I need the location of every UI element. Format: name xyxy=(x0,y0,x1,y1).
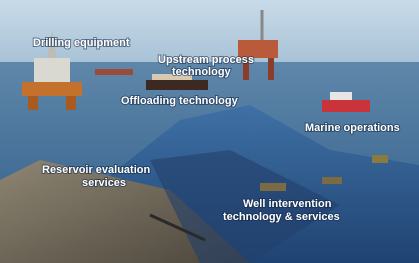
tanker xyxy=(95,69,133,75)
subsea-module xyxy=(372,155,388,163)
label: technology xyxy=(172,66,232,78)
subsea-template xyxy=(322,177,342,184)
subsea-template xyxy=(260,183,286,191)
label: Upstream process xyxy=(158,54,254,66)
label: services xyxy=(82,177,126,189)
label: Drilling equipment xyxy=(33,37,130,49)
label: Well intervention xyxy=(243,198,332,210)
label: Offloading technology xyxy=(121,95,239,107)
label: technology & services xyxy=(223,211,340,223)
label: Reservoir evaluation xyxy=(42,164,150,176)
scene: Drilling equipment Upstream process tech… xyxy=(0,0,419,263)
page: Drilling equipment Upstream process tech… xyxy=(0,0,419,263)
label: Marine operations xyxy=(305,122,400,134)
